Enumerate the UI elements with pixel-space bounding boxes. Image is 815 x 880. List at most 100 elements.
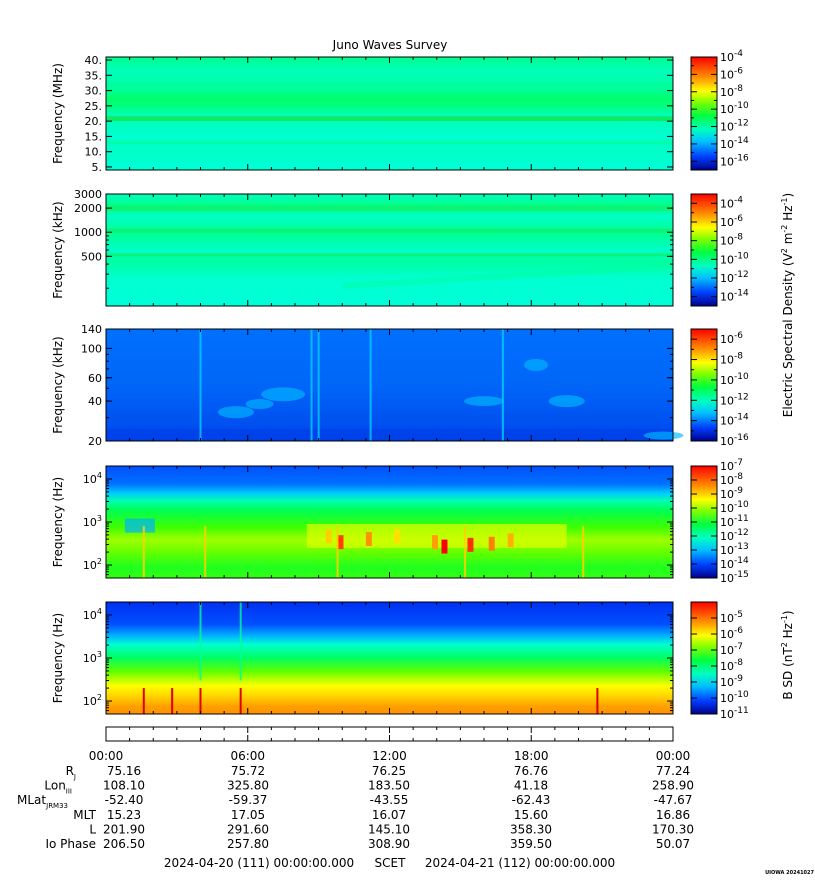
time-tick-label: 00:00 — [89, 749, 124, 763]
panel-3-spectrogram — [106, 329, 673, 441]
panel-1-spectrogram — [106, 57, 673, 170]
panel-1: 5. 10. 15. 20. 25. 30. 35. 40. Frequency (MHz) 10… — [51, 49, 749, 174]
ephemeris-value: 145.10 — [368, 822, 410, 836]
ephemeris-value: 77.24 — [656, 764, 690, 778]
colorbar-tick-label: 10-6 — [720, 66, 743, 81]
ephemeris-value: 201.90 — [103, 822, 145, 836]
colorbar-tick-label: 10-8 — [720, 233, 743, 248]
y-tick-label: 35. — [85, 69, 103, 82]
colorbar-tick-label: 10-16 — [720, 153, 749, 168]
colorbar-tick-label: 10-7 — [720, 642, 743, 657]
y-axis-label: Frequency (kHz) — [51, 201, 65, 298]
ephemeris-value: 41.18 — [514, 779, 548, 793]
hot-spot — [507, 533, 514, 548]
hot-spot — [394, 529, 401, 544]
chart-title: Juno Waves Survey — [332, 38, 448, 52]
y-axis-label: Frequency (Hz) — [51, 477, 65, 568]
y-axis-label: Frequency (kHz) — [51, 336, 65, 433]
colorbar-tick-label: 10-12 — [720, 119, 749, 134]
emission-blob — [245, 399, 274, 410]
panel-5-spectrogram — [106, 602, 673, 714]
colorbar-tick-label: 10-12 — [720, 392, 749, 407]
emission-band — [106, 82, 673, 87]
ephemeris-value: 170.30 — [652, 822, 694, 836]
ephemeris-label: Io Phase — [45, 837, 96, 851]
colorbar-tick-label: 10-15 — [720, 570, 749, 585]
y-tick-label: 30. — [85, 85, 103, 98]
ephemeris-value: -52.40 — [105, 793, 144, 807]
colorbar-tick-label: 10-14 — [720, 413, 749, 428]
y-tick-label: 103 — [83, 650, 102, 665]
hot-spot — [365, 532, 372, 547]
ephemeris-value: 15.60 — [514, 808, 548, 822]
ephemeris-value: 17.05 — [231, 808, 265, 822]
scet-label: SCET — [375, 856, 407, 870]
y-tick-label: 104 — [83, 607, 102, 622]
colorbar-tick-label: 10-4 — [720, 49, 743, 64]
ephemeris-label: RJ — [66, 764, 76, 781]
ephemeris-label: L — [89, 822, 96, 836]
hot-spot — [488, 536, 495, 551]
electric-colorbar-title: Electric Spectral Density (V2 m-2 Hz-1) — [780, 193, 795, 417]
ephemeris-value: -43.55 — [370, 793, 409, 807]
y-tick-label: 102 — [83, 557, 102, 572]
colorbar-tick-label: 10-6 — [720, 214, 743, 229]
y-tick-label: 500 — [81, 250, 102, 263]
colorbar-tick-label: 10-14 — [720, 289, 749, 304]
start-time-label: 2024-04-20 (111) 00:00:00.000 — [164, 856, 354, 870]
colorbar-labels: Electric Spectral Density (V2 m-2 Hz-1) B… — [780, 193, 795, 700]
ephemeris-value: 76.76 — [514, 764, 548, 778]
panel-2-colorbar: 10-14 10-12 10-10 10-8 10-6 10-4 — [690, 193, 749, 307]
emission-blob — [217, 406, 254, 419]
y-tick-label: 100 — [81, 342, 102, 355]
hot-spot — [325, 529, 332, 544]
time-tick-label: 06:00 — [230, 749, 265, 763]
ephemeris-label: MLT — [73, 808, 96, 822]
colorbar-tick-label: 10-11 — [720, 706, 749, 721]
ephemeris-value: 16.07 — [372, 808, 406, 822]
hot-spot — [441, 539, 448, 554]
colorbar-tick-label: 10-6 — [720, 331, 743, 346]
colorbar-tick-label: 10-8 — [720, 658, 743, 673]
colorbar-tick-label: 10-10 — [720, 251, 749, 266]
footer-tag: UIOWA 20241027 — [765, 870, 814, 876]
colorbar-tick-label: 10-5 — [720, 610, 743, 625]
colorbar-tick-label: 10-6 — [720, 626, 743, 641]
ephemeris-value: 50.07 — [656, 837, 690, 851]
ephemeris-value: 16.86 — [656, 808, 690, 822]
y-tick-label: 20. — [85, 115, 103, 128]
time-axis: 00:00 06:00 12:00 18:00 00:00 — [89, 726, 690, 763]
y-tick-label: 25. — [85, 100, 103, 113]
y-tick-label: 40. — [85, 54, 103, 67]
ephemeris-value: 291.60 — [227, 822, 269, 836]
ephemeris-value: 108.10 — [103, 779, 145, 793]
colorbar-tick-label: 10-12 — [720, 528, 749, 543]
y-tick-label: 103 — [83, 514, 102, 529]
end-time-label: 2024-04-21 (112) 00:00:00.000 — [425, 856, 615, 870]
y-tick-label: 15. — [85, 130, 103, 143]
y-tick-label: 20 — [88, 435, 102, 448]
colorbar-gradient — [690, 193, 718, 307]
time-tick-label: 12:00 — [372, 749, 407, 763]
ephemeris-value: 359.50 — [510, 837, 552, 851]
ephemeris-label: LonIII — [44, 779, 72, 796]
panel-2-spectrogram — [106, 194, 673, 306]
emission-band — [106, 140, 673, 145]
hot-spot — [467, 537, 474, 552]
colorbar-tick-label: 10-13 — [720, 542, 749, 557]
colorbar-tick-label: 10-10 — [720, 500, 749, 515]
panel-1-colorbar: 10-16 10-14 10-12 10-10 10-8 10-6 10-4 — [690, 49, 749, 171]
emission-band — [106, 205, 673, 211]
time-tick-label: 18:00 — [514, 749, 549, 763]
colorbar-tick-label: 10-11 — [720, 514, 749, 529]
colorbar-tick-label: 10-10 — [720, 690, 749, 705]
colorbar-gradient — [690, 328, 718, 442]
emission-streak — [342, 263, 674, 289]
colorbar-tick-label: 10-4 — [720, 195, 743, 210]
colorbar-tick-label: 10-16 — [720, 433, 749, 448]
magnetic-colorbar-title: B SD (nT2 Hz-1) — [780, 610, 795, 699]
spectrogram-panels: 5. 10. 15. 20. 25. 30. 35. 40. Frequency (MHz) 10… — [51, 49, 749, 721]
ephemeris-value: 358.30 — [510, 822, 552, 836]
